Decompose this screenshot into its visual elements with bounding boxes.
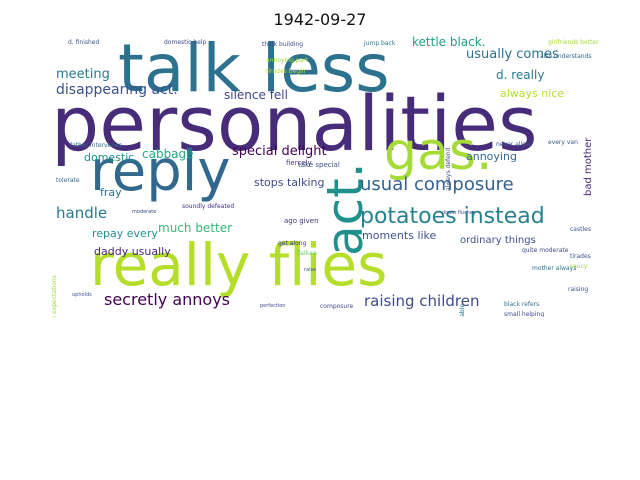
word-53: tirades	[570, 253, 591, 260]
word-43: jump back	[364, 40, 396, 47]
word-9: raising children	[364, 292, 480, 310]
word-25: repay every	[92, 227, 158, 240]
word-11: disappearing act.	[56, 82, 178, 98]
word-29: bad mother	[583, 137, 594, 196]
word-63: moderate expectations	[51, 275, 58, 317]
chart-title: 1942-09-27	[273, 10, 367, 29]
word-45: domestic help	[164, 39, 207, 46]
word-54: raising	[568, 286, 589, 293]
word-41: annoying part	[266, 57, 308, 64]
word-40: think building	[262, 41, 304, 48]
word-31: ago given	[284, 217, 319, 225]
word-12: special delight	[232, 144, 327, 159]
word-34: failure	[298, 250, 317, 257]
word-33: fiercely	[286, 159, 312, 167]
word-48: never allow	[496, 141, 531, 148]
word-26: always nice	[500, 87, 565, 100]
word-42: tirades begin	[266, 68, 306, 75]
word-8: secretly annoys	[104, 290, 230, 309]
word-14: usually comes	[466, 47, 559, 62]
word-49: every van	[548, 139, 578, 146]
word-50: mother always	[532, 265, 577, 272]
word-52: castles	[570, 226, 591, 233]
word-0: personalities	[51, 79, 538, 168]
word-4: gas.	[384, 122, 493, 182]
word-36: father intervenes	[70, 142, 122, 149]
word-65: doom flushes	[442, 210, 476, 216]
word-7: usual composure	[360, 174, 514, 195]
word-61: composure	[320, 303, 354, 310]
word-57: small helping	[504, 311, 545, 318]
word-35: raise	[304, 267, 317, 273]
word-55: saucy	[570, 263, 588, 270]
word-64: upholds	[72, 292, 92, 298]
word-21: fray	[100, 186, 122, 199]
word-16: cabbage	[142, 147, 194, 161]
word-19: d. really	[496, 68, 545, 82]
word-13: meeting	[56, 67, 110, 82]
word-60: interminable	[459, 304, 466, 317]
word-27: annoying	[466, 150, 517, 163]
word-47: always defend	[445, 147, 452, 191]
word-24: daddy usually	[94, 245, 171, 258]
word-56: black refers	[504, 301, 540, 308]
word-39: soundly defeated	[182, 203, 235, 210]
word-10: handle	[56, 204, 108, 222]
word-28: ordinary things	[460, 235, 536, 246]
word-20: stops talking	[254, 176, 325, 189]
word-38: moderate	[132, 209, 157, 215]
word-17: much better	[158, 221, 233, 235]
word-58: also understands	[540, 53, 592, 60]
word-62: perfection	[260, 303, 286, 309]
word-cloud: personalities talk less really flies reply g…	[48, 36, 609, 317]
word-2: really flies	[90, 231, 388, 299]
word-15: kettle black.	[412, 36, 486, 49]
word-1: talk less	[118, 36, 390, 107]
word-44: girlfriends better	[548, 39, 599, 46]
word-22: domestic	[84, 151, 135, 164]
word-46: d. finished	[68, 39, 100, 46]
word-30: take special	[298, 161, 340, 169]
word-32: get along	[278, 240, 307, 247]
word-3: reply	[90, 139, 231, 204]
word-51: quite moderate	[522, 247, 569, 254]
word-23: moments like	[362, 229, 437, 242]
word-37: tolerate	[56, 177, 80, 184]
word-18: silence fell	[224, 88, 288, 102]
word-6: potatoes instead	[360, 204, 545, 229]
